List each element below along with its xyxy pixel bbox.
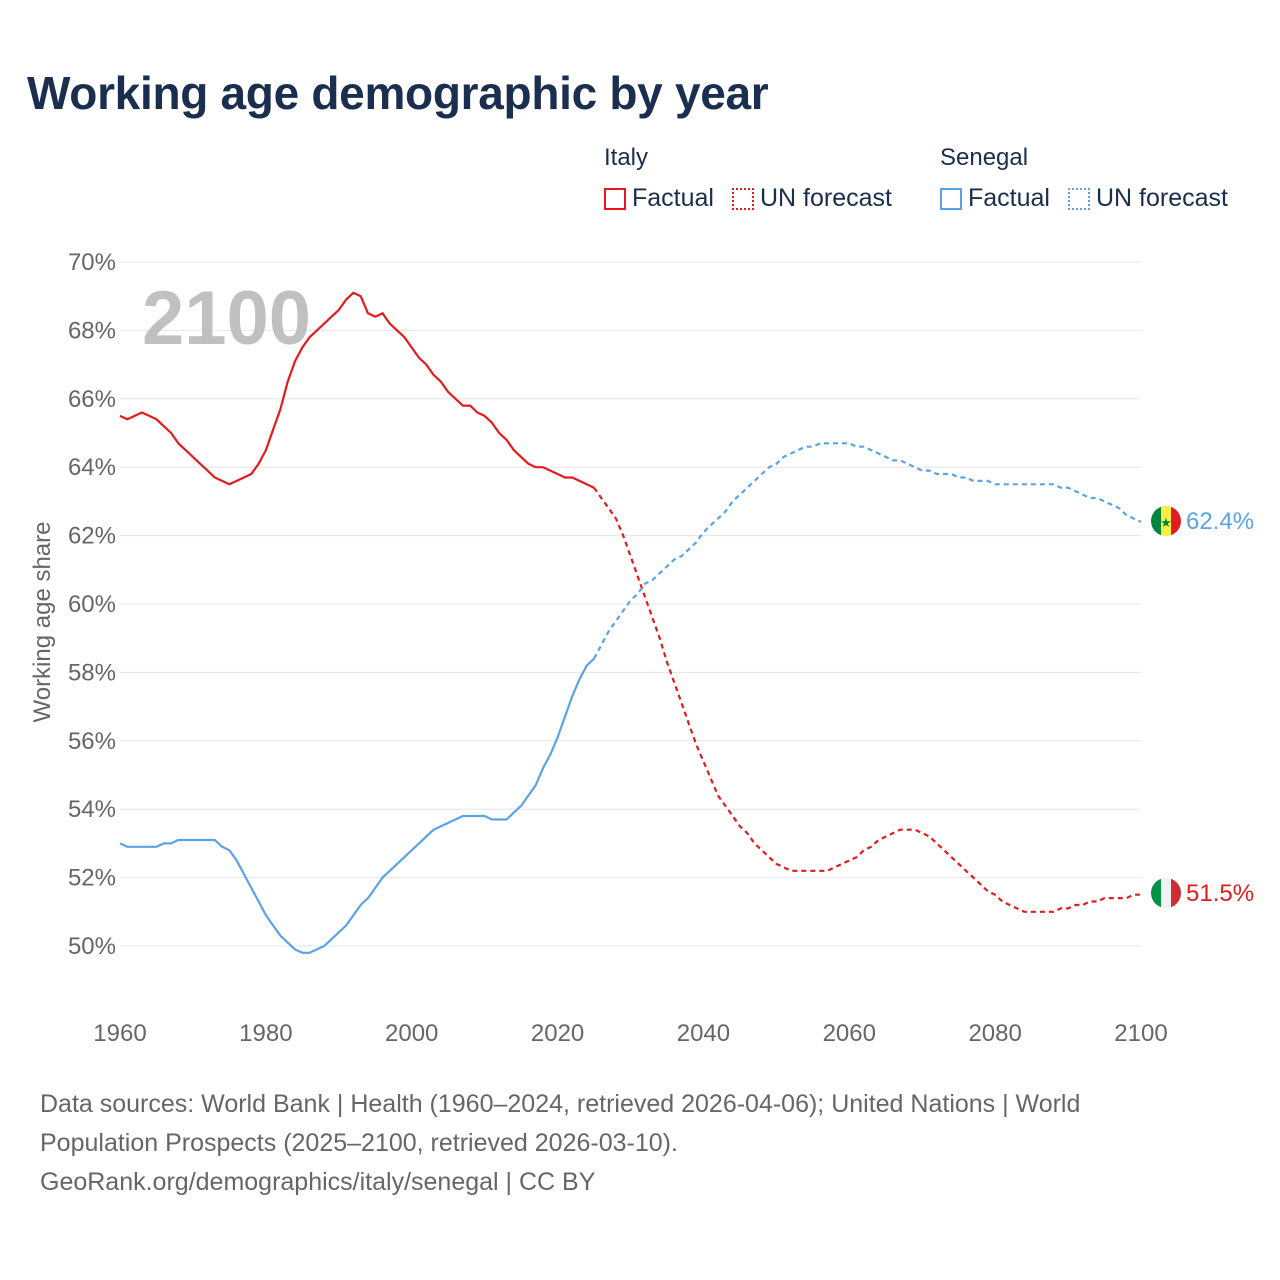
legend-senegal-forecast[interactable]: UN forecast (1067, 184, 1228, 213)
y-tick-label: 62% (68, 523, 116, 550)
y-tick-label: 54% (68, 796, 116, 823)
legend-label: Factual (968, 184, 1050, 212)
legend-swatch-solid-icon (940, 187, 962, 210)
y-tick-label: 50% (68, 933, 116, 960)
x-tick-label: 1960 (93, 1020, 146, 1047)
y-tick-label: 58% (68, 659, 116, 686)
y-tick-label: 56% (68, 728, 116, 755)
legend-label: UN forecast (759, 184, 892, 212)
chart-title: Working age demographic by year (27, 67, 769, 119)
italy-end-label: 51.5% (1186, 880, 1254, 907)
x-tick-label: 2100 (1114, 1020, 1167, 1047)
y-tick-label: 52% (68, 865, 116, 892)
senegal-factual-line (119, 657, 595, 954)
footer-sources-line-1: Data sources: World Bank | Health (1960–… (40, 1090, 1081, 1118)
legend-italy-name: Italy (604, 144, 649, 171)
footer: Data sources: World Bank | Health (1960–… (40, 1085, 1240, 1202)
legend-senegal-name: Senegal (940, 144, 1029, 171)
italy-factual-line (119, 291, 595, 489)
legend-swatch-dotted-icon (1067, 187, 1090, 210)
year-watermark: 2100 (142, 276, 311, 361)
footer-attribution: GeoRank.org/demographics/italy/senegal |… (40, 1168, 596, 1196)
y-tick-label: 64% (68, 454, 116, 481)
legend-italy[interactable]: Italy Factual UN forecast (604, 144, 892, 213)
x-tick-label: 2020 (531, 1020, 584, 1047)
y-tick-label: 70% (68, 249, 116, 276)
y-tick-label: 68% (68, 317, 116, 344)
legend-senegal-factual[interactable]: Factual (940, 184, 1050, 213)
y-tick-label: 60% (68, 591, 116, 618)
legend-italy-forecast[interactable]: UN forecast (731, 184, 892, 213)
legend-label: UN forecast (1095, 184, 1228, 212)
legend-swatch-dotted-icon (731, 187, 754, 210)
legend-swatch-solid-icon (604, 187, 626, 210)
legend-senegal[interactable]: Senegal Factual UN forecast (940, 144, 1228, 213)
y-axis-label: Working age share (29, 522, 56, 723)
senegal-forecast-line (593, 442, 1142, 660)
line-chart: 2100 50% 52% 54% 56% 58% 60% 62% 64% 66% 68% 70% 1… (29, 249, 1254, 1047)
x-tick-label: 2060 (823, 1020, 876, 1047)
x-tick-label: 1980 (239, 1020, 292, 1047)
italy-flag-icon (1151, 878, 1181, 908)
italy-forecast-line (593, 487, 1141, 913)
x-tick-label: 2040 (677, 1020, 730, 1047)
footer-sources-line-2: Population Prospects (2025–2100, retriev… (40, 1129, 678, 1157)
x-tick-label: 2080 (968, 1020, 1021, 1047)
legend-italy-factual[interactable]: Factual (604, 184, 714, 213)
senegal-end-label: 62.4% (1186, 508, 1254, 535)
svg-text:★: ★ (1160, 516, 1172, 531)
legend-label: Factual (632, 184, 714, 212)
y-tick-label: 66% (68, 386, 116, 413)
senegal-flag-icon: ★ (1151, 506, 1181, 536)
x-tick-label: 2000 (385, 1020, 438, 1047)
